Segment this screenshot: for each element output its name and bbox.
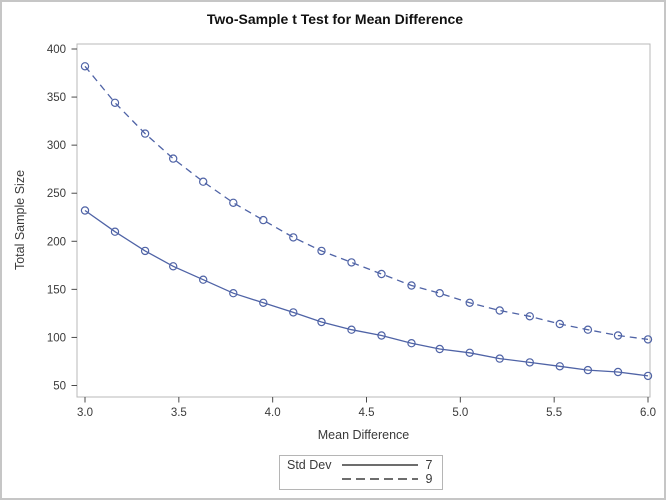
legend: Std Dev 7 9 xyxy=(279,455,444,490)
series-stddev-9 xyxy=(84,65,649,341)
data-point-marker xyxy=(229,289,238,298)
y-tick-label: 350 xyxy=(47,92,66,104)
data-point-marker xyxy=(407,339,416,348)
legend-entry-solid: 7 xyxy=(341,458,432,472)
data-point-marker xyxy=(525,312,535,321)
data-point-marker xyxy=(435,344,444,354)
data-point-marker xyxy=(317,246,326,256)
data-point-marker xyxy=(583,365,593,375)
legend-entry-label: 9 xyxy=(425,472,433,486)
series-stddev-7 xyxy=(84,209,649,377)
data-point-marker xyxy=(259,215,268,225)
legend-entry-label: 7 xyxy=(425,458,433,472)
data-point-marker xyxy=(317,317,326,327)
data-point-marker xyxy=(643,371,653,381)
x-axis-label: Mean Difference xyxy=(317,428,410,442)
data-point-marker xyxy=(110,98,120,108)
data-point-marker xyxy=(80,206,90,215)
x-tick-label: 4.5 xyxy=(359,407,375,419)
y-tick-label: 50 xyxy=(53,381,66,393)
data-point-marker xyxy=(198,275,208,284)
data-point-marker xyxy=(198,177,208,186)
legend-entries: 7 9 xyxy=(341,458,432,486)
data-point-marker xyxy=(168,154,178,163)
data-point-marker xyxy=(347,325,356,334)
legend-line-dashed-icon xyxy=(342,478,419,480)
chart-title: Two-Sample t Test for Mean Difference xyxy=(206,11,464,27)
data-point-marker xyxy=(643,335,653,344)
x-tick-label: 5.5 xyxy=(546,407,562,419)
data-point-marker xyxy=(495,354,504,363)
data-point-marker xyxy=(377,269,386,279)
x-tick-label: 3.0 xyxy=(77,407,93,419)
y-tick-label: 150 xyxy=(47,284,66,296)
data-point-marker xyxy=(525,358,535,367)
data-point-marker xyxy=(435,289,444,298)
data-point-marker xyxy=(555,362,565,371)
data-point-marker xyxy=(613,331,623,340)
data-point-marker xyxy=(229,198,238,207)
data-point-marker xyxy=(407,281,416,290)
legend-title: Std Dev xyxy=(287,458,332,472)
y-tick-label: 200 xyxy=(47,236,66,248)
legend-line-solid-icon xyxy=(342,464,419,466)
data-point-marker xyxy=(289,308,298,317)
x-tick-label: 5.0 xyxy=(452,407,468,419)
data-point-marker xyxy=(140,129,150,138)
data-point-marker xyxy=(377,331,386,340)
data-point-marker xyxy=(140,246,150,256)
y-tick-label: 100 xyxy=(47,332,66,344)
series-line-7 xyxy=(84,209,649,377)
data-point-marker xyxy=(110,227,120,236)
legend-entry-dashed: 9 xyxy=(341,472,432,486)
data-point-marker xyxy=(289,233,298,242)
x-axis-ticks: 3.0 3.5 4.0 4.5 5.0 5.5 6.0 xyxy=(77,397,656,419)
data-point-marker xyxy=(613,367,623,377)
y-axis-ticks: 50 100 150 200 250 300 350 400 xyxy=(47,44,77,393)
data-point-marker xyxy=(583,325,593,334)
data-point-marker xyxy=(347,258,356,267)
y-tick-label: 300 xyxy=(47,140,66,152)
x-tick-label: 3.5 xyxy=(171,407,187,419)
y-tick-label: 250 xyxy=(47,188,66,200)
data-point-marker xyxy=(168,262,178,271)
data-point-marker xyxy=(555,319,565,329)
data-point-marker xyxy=(80,62,90,71)
data-point-marker xyxy=(465,298,474,307)
data-point-marker xyxy=(495,306,504,315)
plot-frame xyxy=(76,43,651,398)
plot-area: 3.0 3.5 4.0 4.5 5.0 5.5 6.0 50 100 150 200 250 300 35… xyxy=(47,43,656,419)
x-tick-label: 6.0 xyxy=(640,407,656,419)
data-point-marker xyxy=(465,348,474,357)
x-tick-label: 4.0 xyxy=(265,407,281,419)
series-line-9 xyxy=(84,65,649,341)
y-tick-label: 400 xyxy=(47,44,66,56)
data-point-marker xyxy=(259,298,268,307)
y-axis-label: Total Sample Size xyxy=(13,169,27,271)
